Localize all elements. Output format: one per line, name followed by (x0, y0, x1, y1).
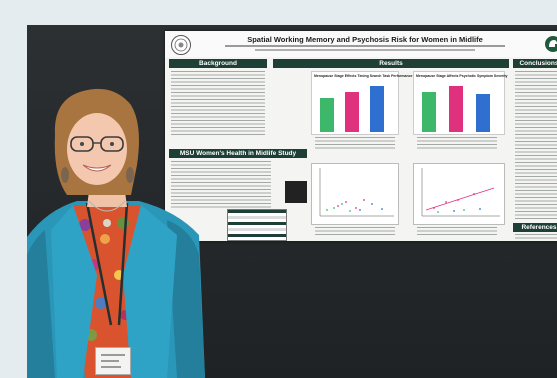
results-heading: Results (273, 59, 509, 68)
background-text (171, 71, 265, 137)
scatter-plot-left (311, 163, 399, 225)
bar-chart-right-title: Menopause Stage Affects Psychotic Sympto… (416, 74, 508, 78)
seal-icon (171, 35, 191, 55)
bar-chart-right: Menopause Stage Affects Psychotic Sympto… (413, 71, 508, 135)
bar-chart-left-title: Menopause Stage Effects Timing Search Ta… (314, 74, 413, 78)
references-heading: References (513, 223, 557, 232)
bar-right-3 (476, 94, 490, 132)
methods-text (171, 161, 271, 209)
bar-left-3 (370, 86, 384, 132)
bar-left-2 (345, 92, 359, 132)
bar-right-1 (422, 92, 436, 132)
poster-authors (225, 45, 505, 47)
research-poster: Spatial Working Memory and Psychosis Ris… (165, 31, 557, 241)
poster-header: Spatial Working Memory and Psychosis Ris… (165, 31, 557, 57)
spartan-helmet-icon (545, 36, 557, 52)
poster-title: Spatial Working Memory and Psychosis Ris… (247, 35, 483, 44)
bar-chart-left: Menopause Stage Effects Timing Search Ta… (311, 71, 413, 135)
scatter-plot-right (413, 163, 505, 225)
results-caption-right (417, 137, 497, 149)
scatter-caption-right (417, 227, 497, 237)
conclusions-heading: Conclusions (513, 59, 557, 68)
references-text (515, 234, 557, 240)
poster-affiliations (255, 49, 475, 51)
msu-study-heading: MSU Women's Health in Midlife Study (169, 149, 307, 158)
demographics-table (227, 209, 287, 241)
background-heading: Background (169, 59, 267, 68)
scatter-caption-left (315, 227, 395, 237)
name-badge (95, 347, 131, 375)
bar-left-1 (320, 98, 334, 132)
results-caption-left (315, 137, 395, 149)
conclusions-text (515, 71, 557, 219)
bar-right-2 (449, 86, 463, 132)
task-screenshot (285, 181, 307, 203)
presenter (27, 88, 205, 378)
conference-photo: Spatial Working Memory and Psychosis Ris… (27, 25, 557, 378)
